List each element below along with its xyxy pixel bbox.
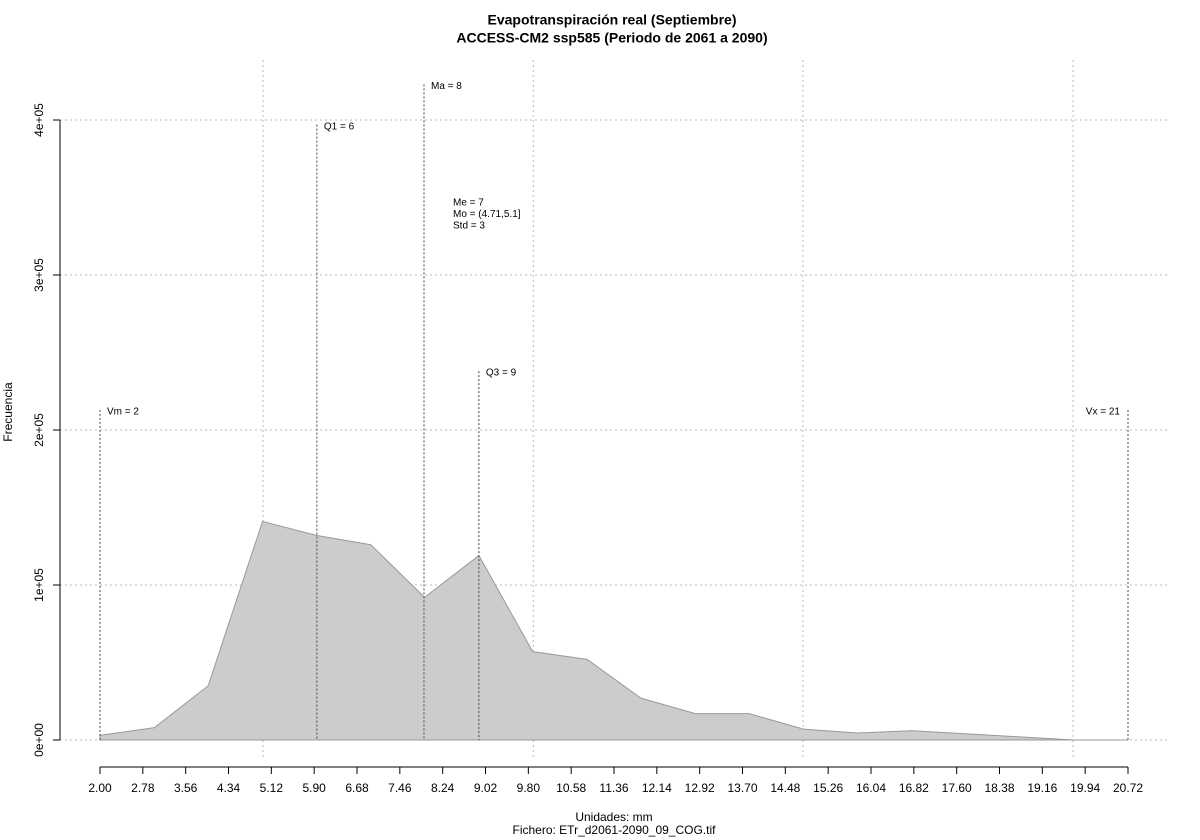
x-tick-label: 9.80 [517, 781, 541, 795]
x-tick-label: 17.60 [942, 781, 972, 795]
stat-label: Me = 7 [453, 198, 484, 209]
x-tick-label: 20.72 [1113, 781, 1143, 795]
x-tick-label: 2.78 [131, 781, 155, 795]
x-tick-label: 4.34 [217, 781, 241, 795]
x-tick-label: 18.38 [984, 781, 1014, 795]
y-axis-label: Frecuencia [1, 382, 15, 442]
x-tick-label: 13.70 [727, 781, 757, 795]
marker-label: Vm = 2 [107, 406, 139, 417]
x-tick-label: 19.94 [1070, 781, 1100, 795]
marker-label: Q1 = 6 [324, 121, 355, 132]
marker-label: Q3 = 9 [486, 368, 517, 379]
x-tick-label: 2.00 [88, 781, 112, 795]
x-tick-label: 11.36 [599, 781, 628, 795]
marker-label: Vx = 21 [1086, 406, 1121, 417]
x-tick-label: 12.92 [685, 781, 715, 795]
x-tick-label: 16.04 [856, 781, 886, 795]
x-tick-label: 14.48 [770, 781, 800, 795]
y-tick-label: 3e+05 [32, 258, 46, 292]
x-tick-label: 5.90 [302, 781, 326, 795]
x-tick-label: 7.46 [388, 781, 412, 795]
x-tick-label: 16.82 [899, 781, 929, 795]
x-axis-label: Unidades: mm [575, 810, 652, 824]
caption: Fichero: ETr_d2061-2090_09_COG.tif [513, 823, 717, 837]
x-tick-label: 3.56 [174, 781, 198, 795]
stat-label: Mo = (4.71,5.1] [453, 209, 521, 220]
stat-label: Std = 3 [453, 221, 485, 232]
x-tick-label: 12.14 [642, 781, 672, 795]
x-tick-label: 15.26 [813, 781, 843, 795]
area [99, 520, 1128, 741]
x-tick-label: 5.12 [260, 781, 284, 795]
y-tick-label: 0e+00 [32, 723, 46, 757]
x-tick-label: 19.16 [1027, 781, 1057, 795]
x-tick-label: 10.58 [556, 781, 586, 795]
chart-title: Evapotranspiración real (Septiembre) [488, 12, 737, 28]
chart-subtitle: ACCESS-CM2 ssp585 (Periodo de 2061 a 209… [456, 30, 767, 46]
y-tick-label: 1e+05 [32, 568, 46, 602]
marker-label: Ma = 8 [431, 81, 462, 92]
y-tick-label: 4e+05 [32, 103, 46, 137]
x-tick-label: 6.68 [345, 781, 369, 795]
y-tick-label: 2e+05 [32, 413, 46, 447]
x-tick-label: 9.02 [474, 781, 498, 795]
x-tick-label: 8.24 [431, 781, 455, 795]
